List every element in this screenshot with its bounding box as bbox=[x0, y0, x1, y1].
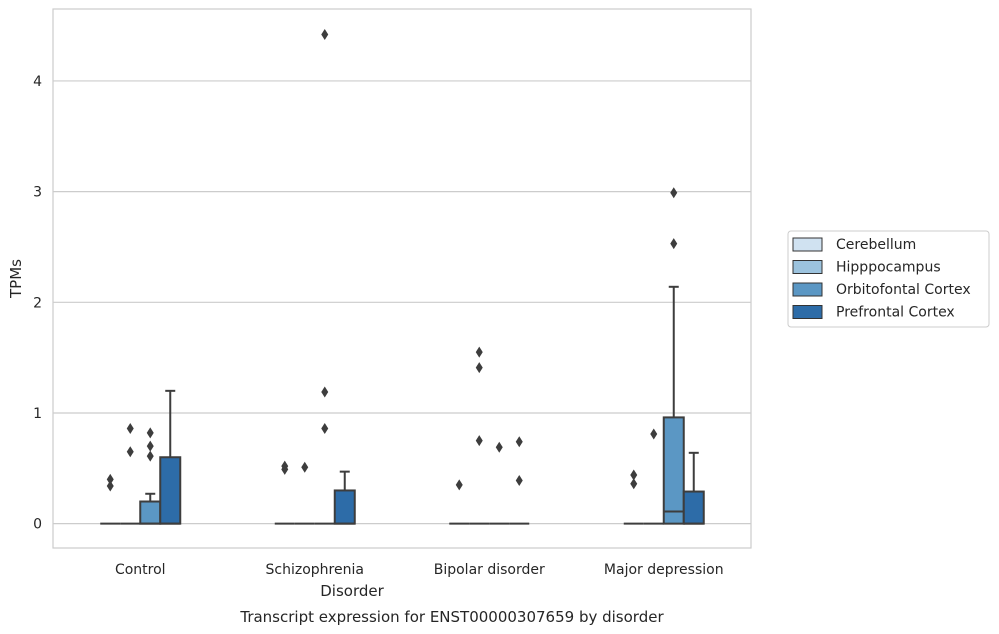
y-tick-label: 1 bbox=[33, 406, 42, 422]
legend-label: Prefrontal Cortex bbox=[836, 305, 955, 321]
plot-area bbox=[52, 8, 752, 549]
legend-label: Cerebellum bbox=[836, 237, 916, 253]
box-3-2 bbox=[662, 187, 685, 525]
outlier-point bbox=[321, 28, 329, 40]
legend-item: Cerebellum bbox=[792, 237, 916, 253]
outlier-point bbox=[670, 238, 678, 250]
outlier-point bbox=[455, 479, 463, 491]
box-iqr bbox=[139, 500, 162, 525]
box-iqr bbox=[682, 490, 705, 525]
box-iqr bbox=[662, 416, 685, 525]
box-0-1 bbox=[120, 422, 141, 525]
box-0-3 bbox=[159, 389, 182, 525]
legend-swatch bbox=[792, 260, 823, 274]
outlier-point bbox=[515, 436, 523, 448]
legend-item: Prefrontal Cortex bbox=[792, 305, 955, 321]
box-1-0 bbox=[274, 460, 295, 525]
box-2-2 bbox=[489, 441, 510, 525]
legend-label: Hipppocampus bbox=[836, 260, 941, 276]
box-iqr bbox=[333, 489, 356, 525]
chart-caption: Transcript expression for ENST0000030765… bbox=[239, 608, 664, 626]
outlier-point bbox=[106, 480, 114, 492]
legend-swatch bbox=[792, 282, 823, 297]
x-axis-label: Disorder bbox=[320, 582, 384, 600]
box-2-3 bbox=[509, 436, 530, 525]
outlier-point bbox=[146, 427, 154, 439]
outlier-point bbox=[146, 440, 154, 452]
outlier-point bbox=[321, 386, 329, 398]
x-tick-label: Control bbox=[115, 562, 166, 578]
legend-swatch bbox=[792, 305, 823, 319]
legend-swatch bbox=[792, 237, 823, 252]
box-1-1 bbox=[294, 461, 315, 525]
outlier-point bbox=[321, 422, 329, 434]
boxes bbox=[100, 28, 705, 525]
x-tick-label: Schizophrenia bbox=[266, 562, 364, 578]
y-tick-label: 2 bbox=[33, 295, 42, 311]
legend-label: Orbitofontal Cortex bbox=[836, 282, 971, 298]
box-3-3 bbox=[682, 451, 705, 525]
box-0-2 bbox=[139, 427, 162, 525]
outlier-point bbox=[630, 469, 638, 481]
box-2-0 bbox=[449, 479, 470, 525]
outlier-point bbox=[515, 474, 523, 486]
outlier-point bbox=[106, 473, 114, 485]
legend-item: Hipppocampus bbox=[792, 260, 941, 276]
x-tick-label: Bipolar disorder bbox=[434, 562, 545, 578]
box-1-2 bbox=[314, 28, 335, 525]
outlier-point bbox=[670, 187, 678, 199]
outlier-point bbox=[475, 362, 483, 374]
legend-item: Orbitofontal Cortex bbox=[792, 282, 971, 298]
y-tick-labels: 0 1 2 3 4 bbox=[33, 74, 42, 533]
y-tick-label: 0 bbox=[33, 517, 42, 533]
outlier-point bbox=[475, 435, 483, 447]
y-tick-label: 3 bbox=[33, 185, 42, 201]
y-tick-label: 4 bbox=[33, 74, 42, 90]
outlier-point bbox=[650, 428, 658, 440]
legend-frame bbox=[787, 230, 990, 328]
outlier-point bbox=[495, 441, 503, 453]
box-iqr bbox=[159, 456, 182, 525]
legend: Cerebellum Hipppocampus Orbitofontal Corte… bbox=[787, 230, 990, 328]
x-tick-label: Major depression bbox=[604, 562, 724, 578]
x-tick-labels: Control Schizophrenia Bipolar disorder Majo… bbox=[115, 562, 724, 578]
outlier-point bbox=[126, 446, 134, 458]
box-1-3 bbox=[333, 470, 356, 525]
box-3-1 bbox=[643, 428, 664, 525]
outlier-point bbox=[630, 478, 638, 490]
outlier-point bbox=[475, 346, 483, 358]
outlier-point bbox=[281, 460, 289, 472]
box-0-0 bbox=[100, 473, 121, 525]
y-axis-label: TPMs bbox=[7, 259, 25, 299]
outlier-point bbox=[146, 450, 154, 462]
outlier-point bbox=[126, 422, 134, 434]
box-2-1 bbox=[469, 346, 490, 525]
box-3-0 bbox=[623, 469, 644, 525]
outlier-point bbox=[301, 461, 309, 473]
